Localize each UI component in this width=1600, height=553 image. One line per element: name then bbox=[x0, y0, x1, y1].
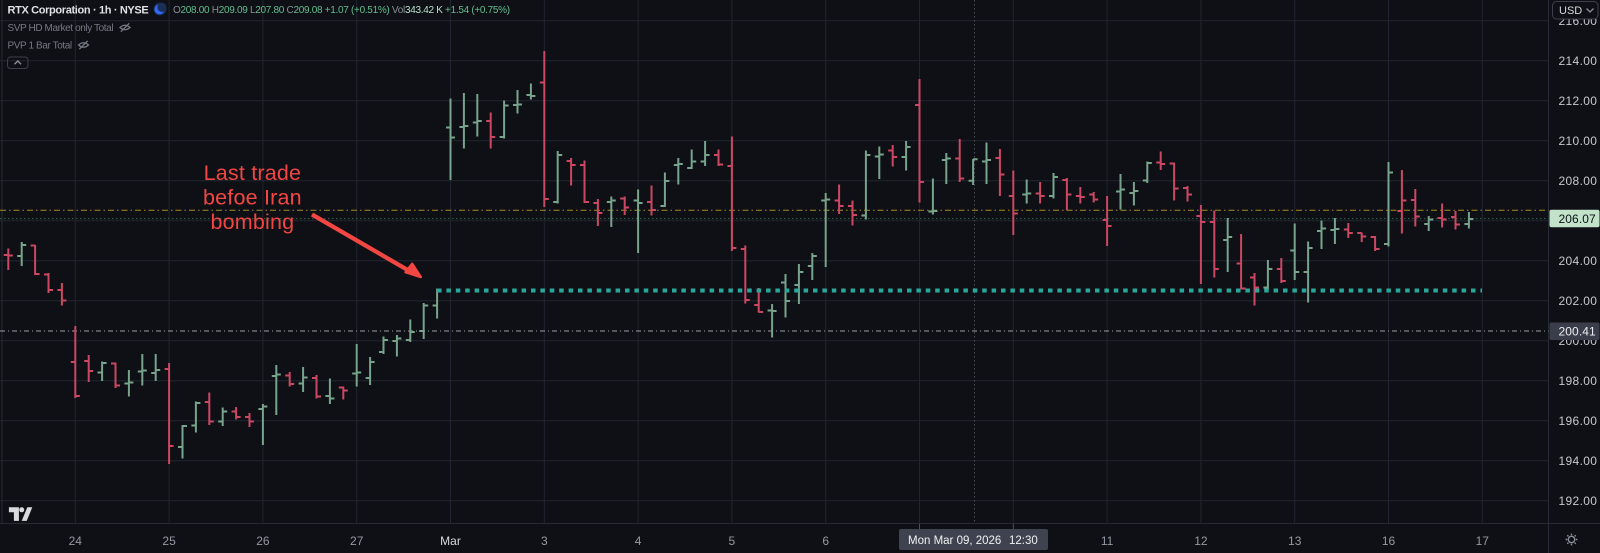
svg-text:SVP HD Market only Total: SVP HD Market only Total bbox=[8, 23, 114, 34]
svg-text:befoe Iran: befoe Iran bbox=[203, 185, 302, 209]
svg-text:204.00: 204.00 bbox=[1559, 254, 1598, 268]
svg-text:Last trade: Last trade bbox=[204, 161, 302, 185]
svg-text:USD: USD bbox=[1559, 5, 1582, 17]
svg-text:194.00: 194.00 bbox=[1559, 454, 1598, 468]
svg-text:27: 27 bbox=[350, 534, 364, 548]
svg-text:200.41: 200.41 bbox=[1559, 325, 1597, 339]
svg-text:17: 17 bbox=[1476, 534, 1490, 548]
svg-text:Mar: Mar bbox=[440, 534, 461, 548]
svg-text:198.00: 198.00 bbox=[1559, 374, 1598, 388]
svg-text:Mon Mar 09, 2026: Mon Mar 09, 2026 bbox=[908, 535, 1001, 547]
svg-text:13: 13 bbox=[1288, 534, 1302, 548]
svg-text:5: 5 bbox=[729, 534, 736, 548]
svg-text:192.00: 192.00 bbox=[1559, 494, 1598, 508]
svg-text:24: 24 bbox=[69, 534, 83, 548]
svg-text:12: 12 bbox=[1194, 534, 1208, 548]
svg-text:208.00: 208.00 bbox=[1559, 174, 1598, 188]
svg-text:25: 25 bbox=[162, 534, 176, 548]
svg-text:RTX Corporation · 1h · NYSE: RTX Corporation · 1h · NYSE bbox=[8, 5, 149, 17]
svg-text:210.00: 210.00 bbox=[1559, 134, 1598, 148]
svg-text:O208.00 H209.09 L207.80 C209.0: O208.00 H209.09 L207.80 C209.08 +1.07 (+… bbox=[173, 5, 510, 16]
svg-text:202.00: 202.00 bbox=[1559, 294, 1598, 308]
svg-text:12:30: 12:30 bbox=[1009, 535, 1038, 547]
svg-text:bombing: bombing bbox=[210, 210, 294, 234]
svg-text:196.00: 196.00 bbox=[1559, 414, 1598, 428]
svg-text:6: 6 bbox=[822, 534, 829, 548]
svg-text:26: 26 bbox=[256, 534, 270, 548]
svg-text:16: 16 bbox=[1382, 534, 1396, 548]
svg-text:214.00: 214.00 bbox=[1559, 54, 1598, 68]
svg-text:PVP 1 Bar Total: PVP 1 Bar Total bbox=[8, 40, 72, 51]
svg-text:11: 11 bbox=[1101, 534, 1114, 548]
svg-text:4: 4 bbox=[635, 534, 642, 548]
svg-text:3: 3 bbox=[541, 534, 548, 548]
svg-text:206.07: 206.07 bbox=[1559, 212, 1597, 226]
svg-text:212.00: 212.00 bbox=[1559, 94, 1598, 108]
